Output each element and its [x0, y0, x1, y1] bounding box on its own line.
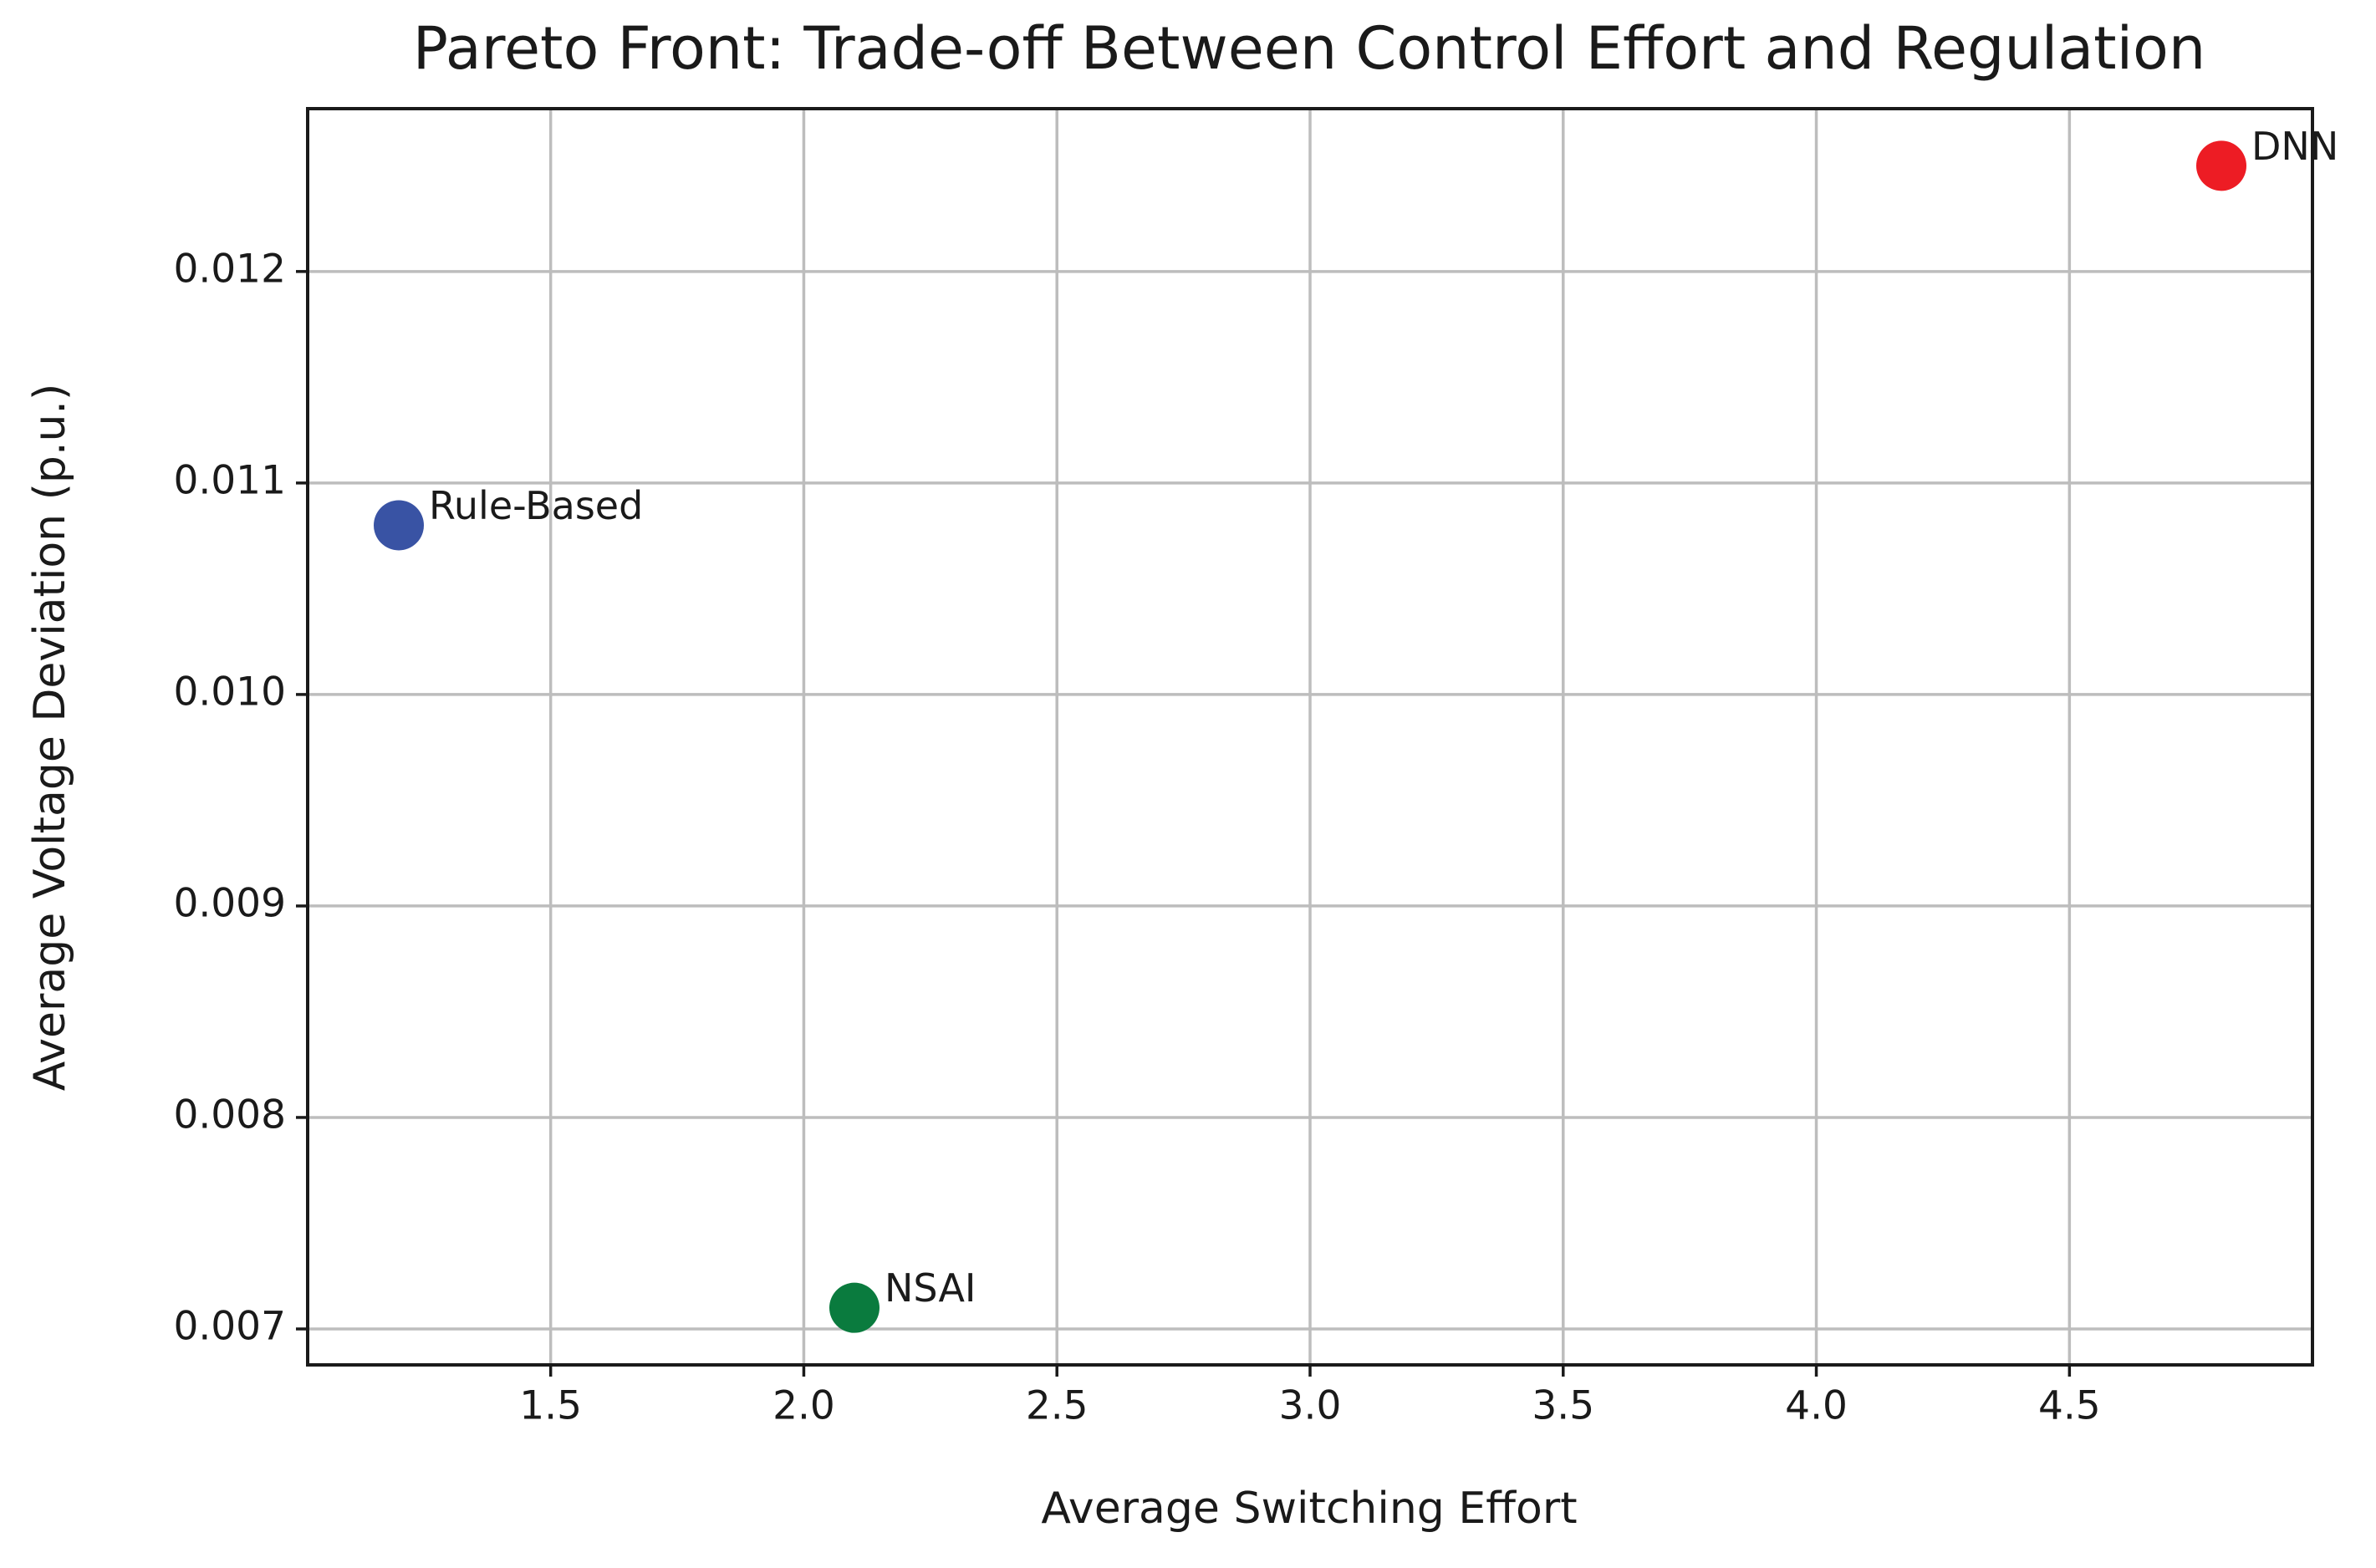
x-tick-label: 4.0 — [1785, 1383, 1848, 1429]
y-tick-label: 0.009 — [173, 880, 286, 926]
y-tick-label: 0.012 — [173, 246, 286, 292]
y-tick-label: 0.007 — [173, 1303, 286, 1349]
point — [2196, 140, 2246, 191]
chart-title: Pareto Front: Trade-off Between Control … — [413, 14, 2206, 83]
point — [374, 500, 424, 551]
x-tick-label: 2.5 — [1026, 1383, 1089, 1429]
point-label: DNN — [2251, 124, 2338, 169]
x-tick-label: 2.0 — [772, 1383, 835, 1429]
point — [829, 1282, 880, 1333]
y-tick-label: 0.011 — [173, 457, 286, 503]
x-tick-label: 1.5 — [519, 1383, 582, 1429]
y-tick-label: 0.008 — [173, 1092, 286, 1138]
point-label: NSAI — [885, 1265, 976, 1311]
plot-frame — [306, 107, 2314, 1367]
y-tick-label: 0.010 — [173, 669, 286, 715]
x-tick-label: 4.5 — [2038, 1383, 2101, 1429]
x-axis-label: Average Switching Effort — [1041, 1484, 1577, 1534]
x-tick-label: 3.0 — [1279, 1383, 1342, 1429]
y-axis-label: Average Voltage Deviation (p.u.) — [25, 384, 75, 1092]
x-tick-label: 3.5 — [1532, 1383, 1594, 1429]
point-label: Rule-Based — [429, 483, 643, 528]
